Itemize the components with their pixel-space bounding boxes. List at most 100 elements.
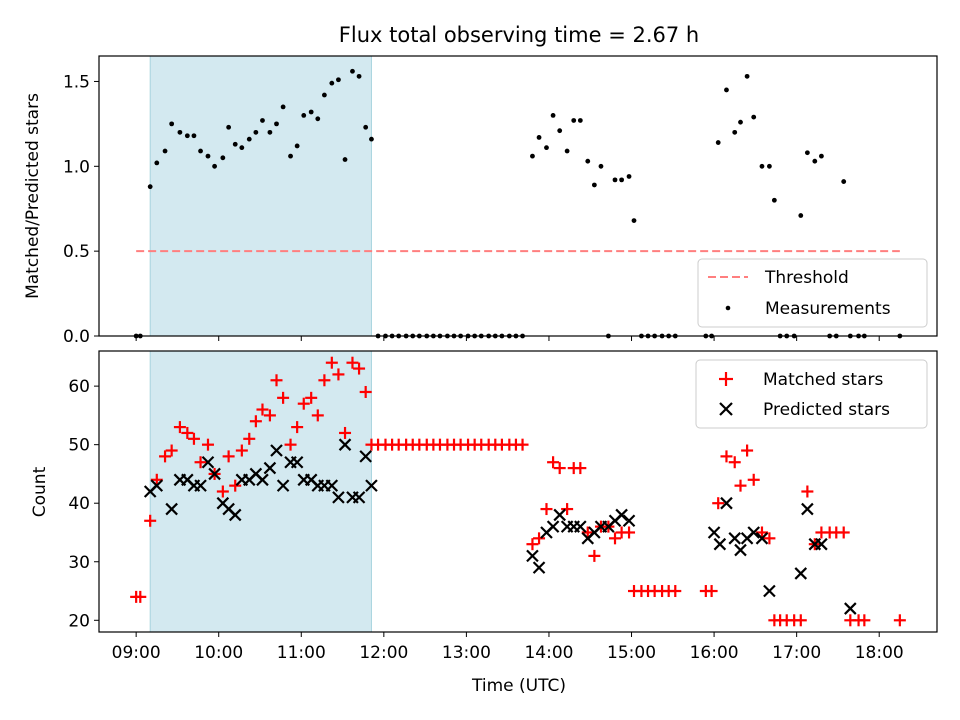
y-axis-label: Matched/Predicted stars [23, 93, 43, 299]
measurements-point [336, 77, 341, 83]
measurements-point [841, 179, 847, 184]
y-tick-label: 1.5 [63, 72, 90, 92]
matched-stars-point [159, 450, 172, 463]
measurements-point [715, 140, 721, 145]
predicted-stars-point [228, 508, 242, 522]
measurements-point [220, 155, 226, 161]
measurements-point [612, 177, 618, 183]
matched-stars-point [187, 432, 200, 445]
matched-stars-point [243, 432, 256, 445]
y-tick-label: 50 [68, 436, 90, 456]
predicted-stars-point [734, 543, 747, 557]
y-tick-label: 20 [68, 611, 90, 631]
measurements-point [550, 112, 556, 118]
measurements-point [177, 129, 183, 135]
matched-stars-point [581, 526, 594, 539]
measurements-point [191, 133, 197, 139]
measurements-point [239, 145, 245, 151]
predicted-stars-point [713, 537, 727, 551]
predicted-stars-point [574, 520, 587, 533]
matched-stars-point [277, 391, 290, 404]
predicted-stars-point [720, 496, 733, 510]
measurements-point [162, 148, 168, 154]
measurements-point [246, 136, 252, 142]
predicted-stars-point [615, 508, 628, 522]
predicted-stars-point [338, 438, 352, 451]
measurements-point [315, 116, 321, 122]
measurements-point [369, 136, 374, 142]
matched-stars-point [249, 415, 262, 428]
plot-frame [98, 350, 938, 633]
measurements-point [226, 124, 232, 130]
x-tick-label: 15:00 [607, 643, 656, 663]
legend-box [697, 258, 928, 328]
measurements-point [329, 80, 335, 86]
count-points [130, 356, 906, 627]
measurements-point [184, 133, 190, 139]
matched-stars-point [588, 549, 601, 562]
legend-threshold-label: Threshold [764, 268, 849, 288]
matched-stars-point [516, 438, 529, 451]
measurements-point [619, 177, 625, 183]
matched-stars-point [229, 479, 242, 492]
predicted-stars-point [728, 532, 742, 545]
ratio-panel: 0.0 0.5 1.0 1.5 Matched/Predicted stars Thr… [23, 55, 938, 347]
measurements-point [205, 153, 211, 159]
shaded-span [149, 350, 372, 633]
y-tick-label: 30 [68, 553, 90, 573]
matched-stars-point [712, 497, 725, 510]
y-tick-label: 0.0 [63, 327, 90, 347]
y-axis-ticks: 20 30 40 50 60 [68, 377, 99, 631]
measurements-point [356, 73, 362, 79]
legend-matched-swatch [719, 372, 733, 386]
x-tick-label: 09:00 [112, 643, 161, 663]
measurements-point [212, 163, 217, 169]
predicted-stars-point [532, 561, 546, 574]
measurements-point [260, 118, 265, 123]
predicted-stars-point [801, 502, 814, 516]
matched-stars-point [728, 456, 741, 469]
predicted-stars-point [263, 461, 277, 475]
measurements-point [154, 160, 160, 166]
legend: Threshold Measurements [697, 258, 928, 328]
predicted-stars-point [546, 520, 560, 533]
y-tick-label: 60 [68, 377, 90, 397]
plot-frame [98, 55, 938, 337]
matched-stars-point [222, 450, 235, 463]
measurements-point [280, 104, 286, 110]
legend-measurement-label: Measurements [765, 299, 891, 319]
measurements-point [363, 124, 369, 130]
matched-stars-point [755, 526, 768, 539]
predicted-stars-point [290, 455, 304, 469]
legend-box [695, 359, 928, 429]
legend-measurement-swatch [725, 305, 731, 311]
predicted-stars-point [201, 455, 215, 469]
matched-stars-point [734, 479, 747, 492]
measurements-point [738, 119, 743, 125]
matched-stars-point [256, 403, 269, 416]
predicted-stars-point [359, 450, 372, 463]
measurements-point [267, 129, 273, 135]
x-tick-label: 14:00 [524, 643, 573, 663]
measurements-point [342, 157, 348, 162]
y-axis-label: Count [30, 466, 50, 517]
x-tick-label: 17:00 [772, 643, 821, 663]
matched-stars-point [134, 590, 147, 603]
matched-stars-point [216, 485, 229, 498]
measurements-point [147, 184, 153, 190]
measurements-point [759, 163, 765, 169]
shaded-span [149, 55, 372, 337]
matched-stars-point [305, 391, 318, 404]
matched-stars-point [533, 532, 546, 545]
matched-stars-point [747, 473, 760, 486]
matched-stars-point [763, 532, 776, 545]
matched-stars-point [669, 585, 682, 598]
legend: Matched stars Predicted stars [695, 359, 928, 429]
measurements-point [591, 182, 597, 188]
predicted-stars-point [815, 537, 828, 551]
predicted-stars-point [755, 532, 769, 545]
predicted-stars-point [352, 491, 366, 504]
matched-stars-point [526, 538, 539, 551]
measurements-point [288, 153, 293, 159]
x-axis-ticks [135, 336, 880, 341]
